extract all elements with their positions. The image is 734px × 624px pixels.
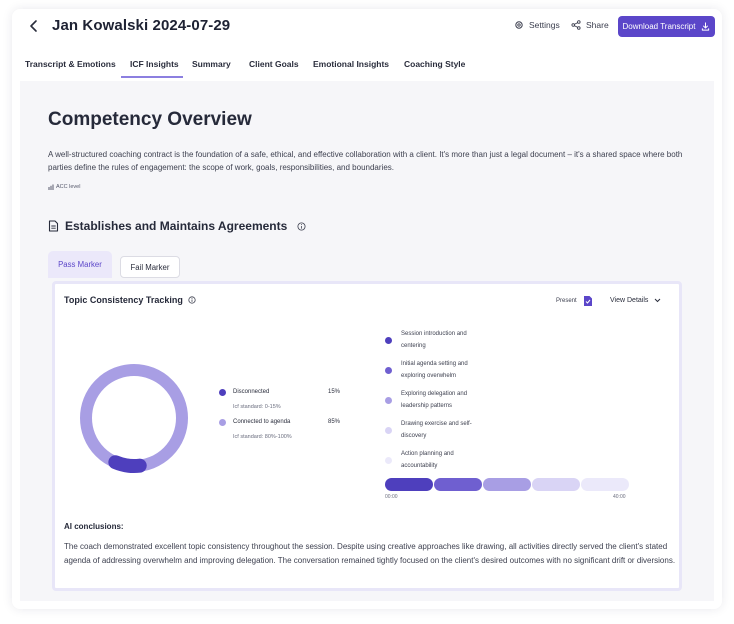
content-area: Competency Overview A well-structured co… (20, 81, 714, 601)
timeline-segment-4[interactable] (532, 478, 580, 491)
gear-icon (515, 21, 523, 29)
app-frame: Jan Kowalski 2024-07-29 Settings Share D… (12, 9, 722, 609)
segment-dot-5 (385, 457, 392, 464)
legend-standard-connected: Icf standard: 80%-100% (233, 434, 292, 440)
session-timeline (385, 478, 629, 491)
card-title: Topic Consistency Tracking (64, 295, 183, 305)
competency-description: A well-structured coaching contract is t… (48, 150, 683, 172)
tab-transcript-emotions[interactable]: Transcript & Emotions (25, 59, 116, 69)
segment-dot-3 (385, 397, 392, 404)
info-icon[interactable] (297, 221, 306, 231)
segment-label-4: Drawing exercise and self-discovery (401, 421, 472, 439)
tab-icf-insights[interactable]: ICF Insights (130, 59, 179, 69)
acc-level-badge: ACC level (48, 184, 80, 190)
ai-conclusions-title: AI conclusions: (64, 522, 124, 531)
section-heading: Establishes and Maintains Agreements (48, 219, 306, 233)
segment-label-3: Exploring delegation and leadership patt… (401, 391, 468, 409)
donut-connected-arc (80, 364, 188, 472)
timeline-segment-3[interactable] (483, 478, 531, 491)
download-icon (702, 22, 710, 31)
download-label: Download Transcript (622, 22, 696, 31)
fail-marker-tab[interactable]: Fail Marker (120, 256, 180, 278)
legend-label-disconnected: Disconnected (233, 389, 270, 395)
tab-emotional-insights[interactable]: Emotional Insights (313, 59, 390, 69)
present-label: Present (556, 298, 577, 304)
card-title-row: Topic Consistency Tracking (64, 295, 196, 305)
present-indicator: Present (556, 295, 593, 307)
ai-conclusions-text: The coach demonstrated excellent topic c… (64, 542, 676, 565)
segment-label-2: Initial agenda setting and exploring ove… (401, 361, 468, 379)
share-icon (571, 20, 581, 30)
segment-label-5: Action planning and accountability (401, 451, 454, 469)
pass-marker-tab[interactable]: Pass Marker (48, 251, 112, 278)
donut-chart (79, 363, 189, 473)
segment-dot-2 (385, 367, 392, 374)
timeline-segment-2[interactable] (434, 478, 482, 491)
info-icon[interactable] (188, 296, 196, 304)
timeline-segment-5[interactable] (581, 478, 629, 491)
view-details-label: View Details (610, 297, 649, 304)
legend-value-connected: 85% (328, 419, 341, 425)
document-icon (48, 220, 59, 232)
donut-disconnected-arc (79, 363, 189, 473)
tab-coaching-style[interactable]: Coaching Style (404, 59, 466, 69)
active-tab-indicator (121, 76, 183, 78)
tab-client-goals[interactable]: Client Goals (249, 59, 299, 69)
tab-summary[interactable]: Summary (192, 59, 231, 69)
share-button[interactable]: Share (571, 20, 609, 30)
topic-consistency-card: Topic Consistency Tracking Present View … (52, 281, 682, 591)
segment-dot-1 (385, 337, 392, 344)
chevron-down-icon (655, 298, 661, 303)
timeline-end-label: 40:00 (613, 494, 626, 500)
acc-level-label: ACC level (56, 184, 81, 190)
view-details-dropdown[interactable]: View Details (610, 297, 661, 304)
tab-bar: Transcript & Emotions ICF Insights Summa… (12, 55, 722, 78)
legend-standard-disconnected: Icf standard: 0-15% (233, 404, 281, 410)
bar-chart-icon (48, 184, 54, 190)
download-transcript-button[interactable]: Download Transcript (618, 16, 715, 37)
section-title: Establishes and Maintains Agreements (65, 219, 288, 233)
share-label: Share (586, 20, 609, 30)
settings-button[interactable]: Settings (514, 20, 560, 30)
legend-value-disconnected: 15% (328, 389, 341, 395)
competency-overview-title: Competency Overview (48, 109, 252, 130)
page-title: Jan Kowalski 2024-07-29 (52, 17, 231, 34)
segment-label-1: Session introduction and centering (401, 331, 467, 349)
timeline-segment-1[interactable] (385, 478, 433, 491)
segment-dot-4 (385, 427, 392, 434)
back-arrow-icon[interactable] (26, 18, 42, 34)
timeline-start-label: 00:00 (385, 494, 398, 500)
present-document-icon (583, 296, 592, 306)
legend-dot-connected (219, 419, 226, 426)
settings-label: Settings (529, 20, 560, 30)
legend-label-connected: Connected to agenda (233, 419, 291, 425)
legend-dot-disconnected (219, 389, 226, 396)
top-bar: Jan Kowalski 2024-07-29 Settings Share D… (12, 9, 722, 45)
